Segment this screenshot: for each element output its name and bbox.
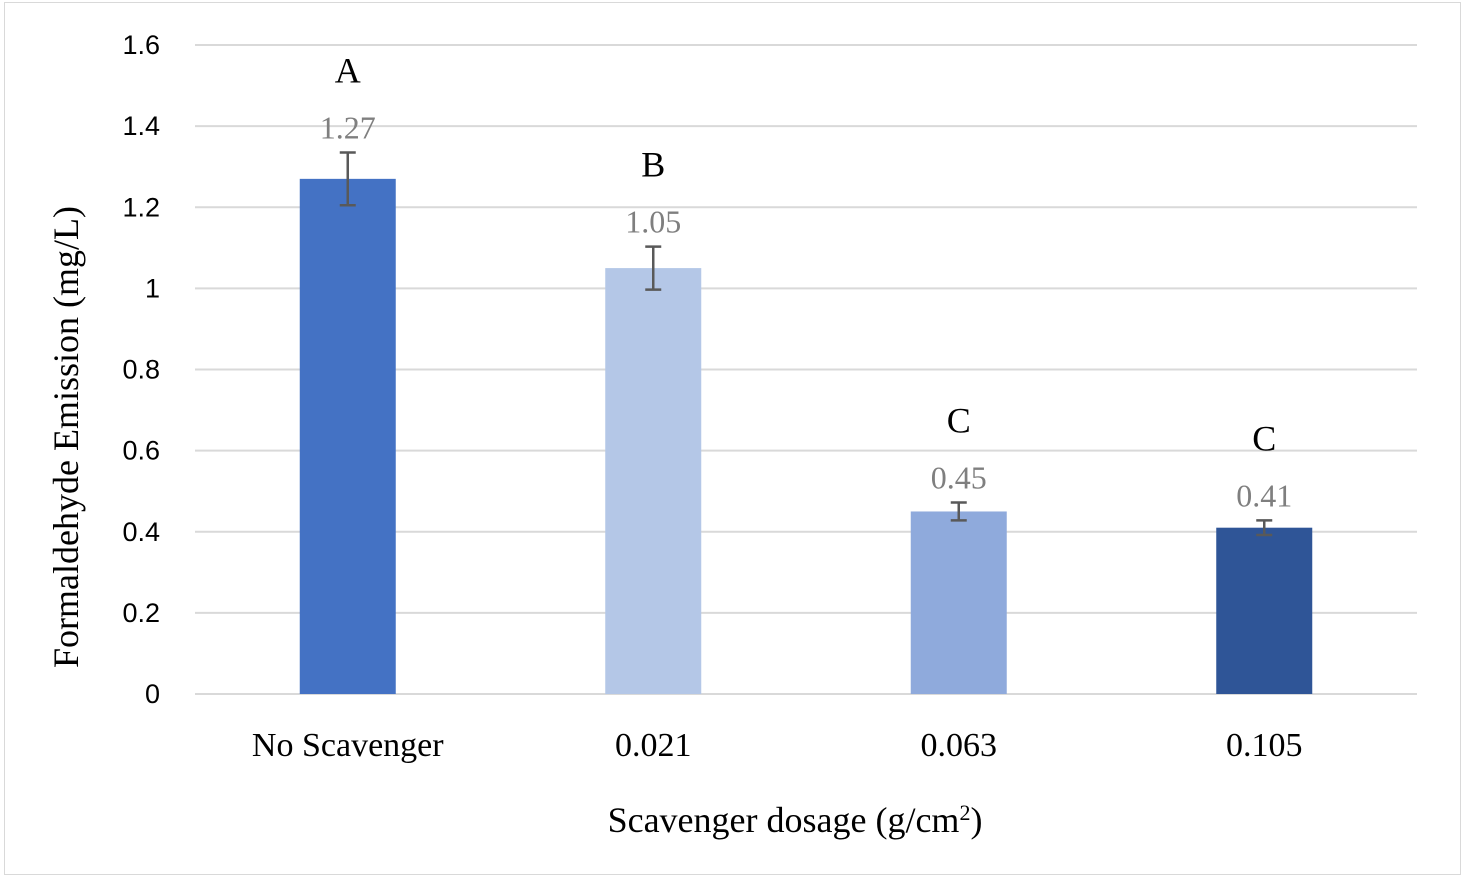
- value-label: 1.05: [625, 204, 681, 240]
- y-axis-title: Formaldehyde Emission (mg/L): [46, 206, 86, 668]
- x-axis-title-main: Scavenger dosage (g/cm: [608, 800, 960, 840]
- y-tick-label: 0.2: [122, 598, 160, 628]
- x-category-label: 0.105: [1226, 727, 1303, 764]
- y-tick-label: 0.8: [122, 355, 160, 385]
- chart-frame: [4, 2, 1461, 875]
- y-tick-label: 0: [145, 679, 160, 709]
- bar: [910, 511, 1007, 694]
- x-category-label: 0.063: [921, 727, 998, 764]
- bar: [1216, 527, 1313, 694]
- value-label: 1.27: [320, 109, 376, 145]
- x-axis-title: Scavenger dosage (g/cm2): [608, 800, 983, 841]
- bar: [605, 268, 702, 694]
- error-bar: [950, 501, 967, 522]
- bars: [299, 178, 1313, 694]
- value-label: 0.45: [931, 460, 987, 496]
- x-category-label: 0.021: [615, 727, 692, 764]
- x-axis-title-superscript: 2: [959, 800, 970, 825]
- value-labels: 1.27 1.05 0.45 0.41: [320, 109, 1293, 513]
- y-tick-label: 1.4: [122, 111, 160, 141]
- x-axis-categories: No Scavenger 0.021 0.063 0.105: [252, 727, 1303, 764]
- bar: [299, 178, 396, 694]
- significance-letter: C: [947, 401, 971, 441]
- y-tick-label: 1.2: [122, 192, 160, 222]
- gridlines: [195, 44, 1417, 695]
- value-label: 0.41: [1236, 477, 1292, 513]
- significance-letter: B: [641, 145, 665, 185]
- y-tick-label: 1: [145, 273, 160, 303]
- y-axis-ticks: 0 0.2 0.4 0.6 0.8 1 1.2 1.4 1.6: [122, 30, 160, 709]
- significance-letter: A: [335, 50, 361, 90]
- error-bar: [339, 151, 356, 207]
- error-bars: [339, 151, 1273, 537]
- significance-letters: A B C C: [335, 50, 1277, 458]
- x-axis-title-end: ): [970, 800, 982, 840]
- error-bar: [1256, 519, 1273, 537]
- significance-letter: C: [1252, 418, 1276, 458]
- x-category-label: No Scavenger: [252, 727, 444, 764]
- y-tick-label: 0.4: [122, 517, 160, 547]
- y-tick-label: 1.6: [122, 30, 160, 60]
- y-tick-label: 0.6: [122, 436, 160, 466]
- error-bar: [645, 245, 662, 291]
